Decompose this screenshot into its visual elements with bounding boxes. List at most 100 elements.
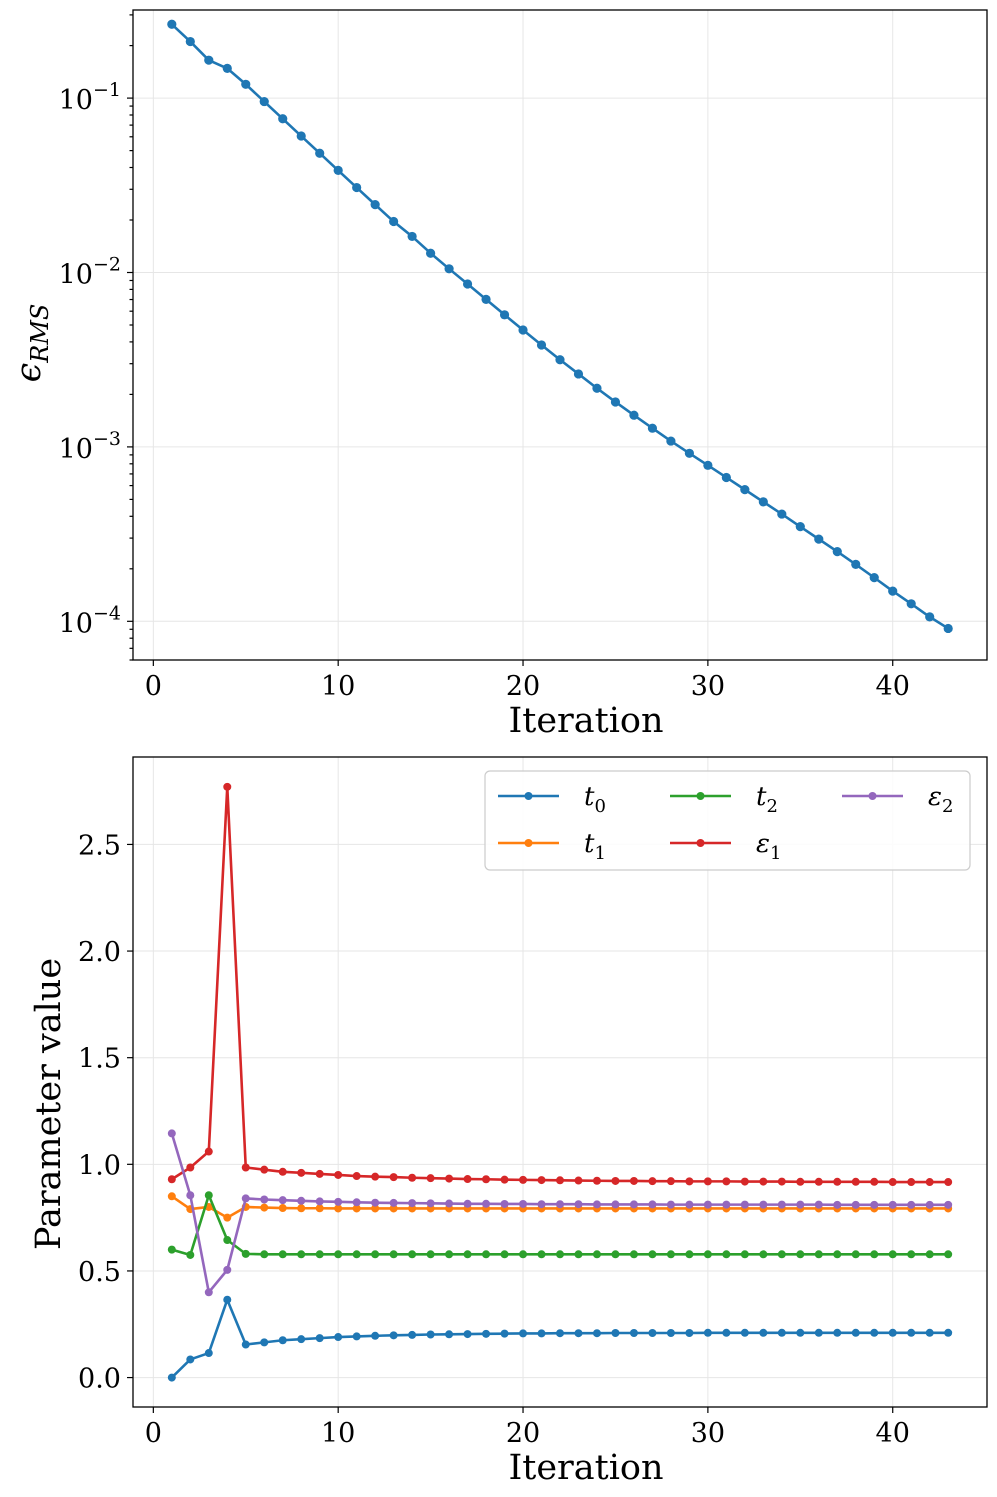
data-point bbox=[814, 534, 824, 544]
data-point bbox=[482, 1175, 491, 1184]
data-point bbox=[167, 1192, 176, 1201]
data-point bbox=[408, 1250, 417, 1259]
data-point bbox=[278, 1250, 287, 1259]
data-point bbox=[722, 1328, 731, 1337]
data-point bbox=[685, 1250, 694, 1259]
data-point bbox=[167, 1245, 176, 1254]
data-point bbox=[482, 1329, 491, 1338]
legend: t0 t1 t2 ε1 ε2 bbox=[484, 770, 971, 871]
data-point bbox=[297, 1196, 306, 1205]
data-point bbox=[167, 1129, 176, 1138]
data-point bbox=[500, 1250, 509, 1259]
data-point bbox=[814, 1177, 823, 1186]
data-point bbox=[722, 1177, 731, 1186]
data-point bbox=[777, 1250, 786, 1259]
data-point bbox=[223, 1236, 232, 1245]
y-axis-label: Parameter value bbox=[29, 958, 69, 1250]
y-tick-label: 10−4 bbox=[59, 602, 121, 639]
data-point bbox=[334, 1204, 343, 1213]
legend-label: ε1 bbox=[756, 829, 781, 864]
data-point bbox=[833, 1328, 842, 1337]
data-point bbox=[204, 1147, 213, 1156]
data-point bbox=[500, 1199, 509, 1208]
data-point bbox=[666, 1250, 675, 1259]
data-point bbox=[352, 1172, 361, 1181]
grid-lines bbox=[133, 10, 987, 660]
chart-2: 0 10 20 30 40 0.0 0.5 1.0 1.5 2.0 2.5 Iteration Para… bbox=[29, 756, 988, 1488]
data-point bbox=[482, 1250, 491, 1259]
data-point bbox=[703, 1177, 712, 1186]
data-point bbox=[573, 369, 584, 379]
data-point bbox=[814, 1250, 823, 1259]
data-point bbox=[943, 623, 953, 634]
y-tick-label: 10−1 bbox=[59, 79, 121, 116]
x-tick-label: 10 bbox=[321, 671, 355, 702]
legend-entry-t2: t2 bbox=[670, 782, 778, 817]
data-point bbox=[870, 1177, 879, 1186]
data-point bbox=[537, 1250, 546, 1259]
data-point bbox=[610, 397, 621, 407]
data-point bbox=[499, 310, 510, 320]
series-rms bbox=[167, 19, 953, 634]
data-point bbox=[944, 1178, 953, 1187]
data-point bbox=[925, 1200, 934, 1209]
data-point bbox=[685, 1329, 694, 1338]
data-point bbox=[315, 1334, 324, 1343]
data-point bbox=[389, 1250, 398, 1259]
legend-marker bbox=[524, 839, 533, 847]
data-point bbox=[796, 1177, 805, 1186]
data-point bbox=[888, 1250, 897, 1259]
data-point bbox=[888, 1178, 897, 1187]
data-point bbox=[906, 599, 916, 609]
x-tick-label: 40 bbox=[876, 1418, 910, 1449]
x-tick-label: 30 bbox=[691, 671, 725, 702]
data-point bbox=[925, 1250, 934, 1259]
data-point bbox=[556, 1176, 564, 1185]
data-point bbox=[666, 436, 676, 446]
data-point bbox=[907, 1200, 916, 1209]
data-point bbox=[389, 1198, 398, 1207]
data-point bbox=[740, 1177, 749, 1186]
data-point bbox=[463, 1250, 472, 1259]
data-point bbox=[574, 1176, 583, 1185]
data-point bbox=[445, 1199, 454, 1208]
data-point bbox=[278, 1167, 287, 1176]
data-point bbox=[519, 1329, 528, 1338]
data-point bbox=[814, 1200, 823, 1209]
data-point bbox=[851, 559, 861, 569]
data-point bbox=[870, 1250, 879, 1259]
data-point bbox=[481, 294, 491, 305]
data-point bbox=[648, 1250, 657, 1259]
y-tick-label: 1.5 bbox=[78, 1044, 121, 1075]
legend-entry-ε2: ε2 bbox=[842, 782, 953, 817]
data-point bbox=[592, 1200, 601, 1209]
x-axis-label: Iteration bbox=[508, 1448, 663, 1488]
data-point bbox=[352, 1250, 361, 1259]
data-point bbox=[297, 1168, 306, 1177]
data-point bbox=[241, 79, 251, 89]
data-point bbox=[537, 1329, 546, 1338]
data-point bbox=[592, 1329, 601, 1338]
y-tick-label: 0.5 bbox=[78, 1257, 121, 1288]
data-point bbox=[334, 1333, 343, 1342]
data-point bbox=[352, 182, 362, 193]
data-point bbox=[907, 1250, 916, 1259]
data-point bbox=[777, 1200, 786, 1209]
data-point bbox=[888, 1328, 897, 1337]
data-point bbox=[260, 1203, 269, 1212]
data-point bbox=[944, 1328, 953, 1337]
data-point bbox=[260, 1195, 269, 1204]
data-point bbox=[241, 1163, 250, 1172]
data-point bbox=[167, 1175, 176, 1184]
data-point bbox=[315, 1204, 324, 1213]
data-point bbox=[796, 1200, 805, 1209]
data-point bbox=[223, 782, 232, 791]
data-point bbox=[223, 1295, 232, 1304]
data-point bbox=[925, 1328, 934, 1337]
data-point bbox=[315, 1169, 324, 1178]
data-point bbox=[870, 1200, 879, 1209]
data-point bbox=[296, 131, 306, 141]
data-point bbox=[315, 1250, 324, 1259]
data-point bbox=[371, 1204, 380, 1213]
